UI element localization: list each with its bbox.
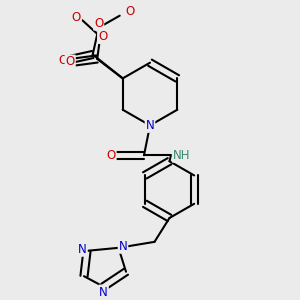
Text: O: O <box>94 16 103 30</box>
Text: N: N <box>118 240 127 253</box>
Text: O: O <box>98 30 107 43</box>
Text: O: O <box>72 11 81 24</box>
Text: O: O <box>106 149 116 162</box>
Text: N: N <box>146 119 154 132</box>
Text: O: O <box>58 54 67 67</box>
Text: O: O <box>66 56 75 68</box>
Text: N: N <box>99 286 108 298</box>
Text: N: N <box>78 243 87 256</box>
Text: NH: NH <box>173 149 190 162</box>
Text: O: O <box>126 5 135 18</box>
